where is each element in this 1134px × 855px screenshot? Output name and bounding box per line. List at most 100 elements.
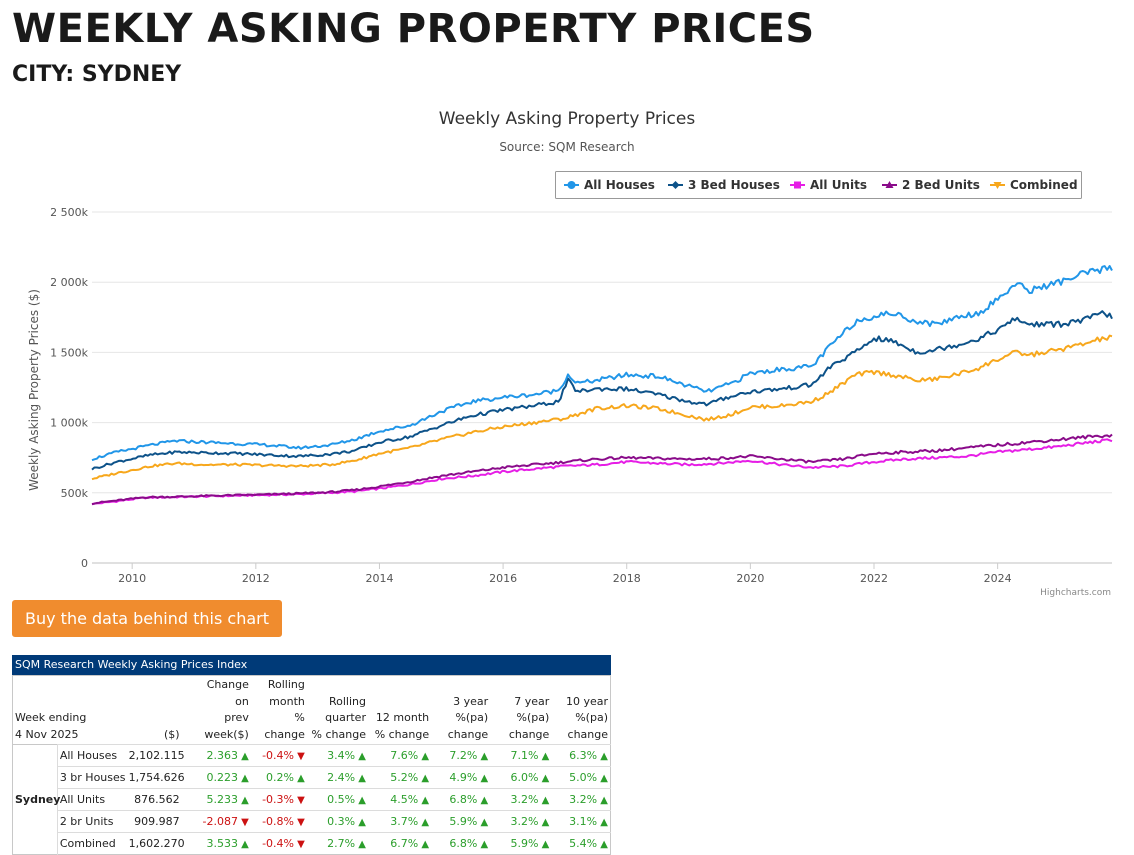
ten-year-value: 5.4% — [569, 837, 598, 850]
legend-item-bed3-houses[interactable]: 3 Bed Houses — [668, 178, 780, 192]
chart-title: Weekly Asking Property Prices — [439, 109, 696, 129]
rolling-month-value: -0.3% — [262, 793, 294, 806]
buy-data-button[interactable]: Buy the data behind this chart — [12, 600, 282, 637]
arrow-up-icon: ▲ — [355, 839, 366, 850]
ten-year-cell: 3.2% ▲ — [551, 788, 611, 811]
city-cell: Sydney — [12, 744, 60, 855]
twelve-month-value: 6.7% — [390, 837, 419, 850]
three-year-value: 5.9% — [449, 815, 478, 828]
arrow-up-icon: ▲ — [538, 839, 550, 850]
arrow-up-icon: ▲ — [597, 839, 608, 850]
change-week-cell: 2.363 ▲ — [181, 744, 251, 767]
rolling-quarter-cell: 0.5% ▲ — [306, 788, 368, 811]
twelve-month-cell: 4.5% ▲ — [367, 788, 432, 811]
arrow-up-icon: ▲ — [597, 795, 608, 806]
seven-year-cell: 5.9% ▲ — [490, 832, 552, 855]
circle-marker-icon — [567, 181, 576, 189]
arrow-up-icon: ▲ — [418, 795, 430, 806]
seven-year-value: 6.0% — [510, 771, 539, 784]
seven-year-cell: 3.2% ▲ — [490, 788, 552, 811]
week-ending-date: 4 Nov 2025 — [15, 727, 79, 741]
rolling-month-cell: -0.4% ▼ — [250, 744, 307, 767]
arrow-up-icon: ▲ — [355, 751, 366, 762]
three-year-value: 6.8% — [449, 837, 478, 850]
ten-year-value: 6.3% — [569, 749, 598, 762]
square-marker-icon — [794, 181, 801, 189]
y-tick-label: 1 500k — [50, 346, 88, 359]
arrow-up-icon: ▲ — [237, 751, 249, 762]
change-week-value: 0.223 — [206, 771, 238, 784]
change-week-value: 3.533 — [206, 837, 238, 850]
table-row: Combined 1,602.270 3.533 ▲ -0.4% ▼ 2.7% ▲ 6.7… — [13, 832, 611, 855]
seven-year-header: 7 year %(pa) change — [508, 694, 550, 741]
legend-item-all-houses[interactable]: All Houses — [564, 178, 655, 192]
series-line-bed2-units[interactable] — [91, 433, 1113, 505]
table-row: All Units 876.562 5.233 ▲ -0.3% ▼ 0.5% ▲ 4.5%… — [13, 788, 611, 811]
change-week-cell: -2.087 ▼ — [181, 810, 251, 833]
chart-legend: All Houses 3 Bed Houses All Units 2 Bed Uni… — [555, 171, 1082, 199]
price-header: ($) — [163, 727, 180, 741]
legend-item-bed2-units[interactable]: 2 Bed Units — [882, 178, 980, 192]
property-type-cell: Combined — [57, 832, 127, 855]
rolling-month-cell: -0.3% ▼ — [250, 788, 307, 811]
price-cell: 2,102.115 — [126, 744, 185, 767]
ten-year-value: 5.0% — [569, 771, 598, 784]
legend-item-combined[interactable]: Combined — [990, 178, 1078, 192]
rolling-month-value: -0.4% — [262, 749, 294, 762]
rolling-quarter-value: 2.4% — [327, 771, 356, 784]
rolling-month-value: 0.2% — [266, 771, 294, 784]
three-year-value: 6.8% — [449, 793, 478, 806]
y-axis-ticks: 0 500k 1 000k 1 500k 2 000k 2 500k — [50, 206, 88, 570]
arrow-up-icon: ▲ — [355, 773, 366, 784]
ten-year-cell: 5.0% ▲ — [551, 766, 611, 789]
table-row: 2 br Units 909.987 -2.087 ▼ -0.8% ▼ 0.3% ▲ 3.… — [13, 810, 611, 833]
series-line-combined[interactable] — [91, 334, 1113, 481]
arrow-up-icon: ▲ — [597, 817, 608, 828]
rolling-quarter-cell: 2.7% ▲ — [306, 832, 368, 855]
seven-year-cell: 3.2% ▲ — [490, 810, 552, 833]
change-week-cell: 3.533 ▲ — [181, 832, 251, 855]
rolling-month-header: Rolling month% change — [264, 678, 305, 741]
price-cell: 1,602.270 — [126, 832, 185, 855]
page-title: WEEKLY ASKING PROPERTY PRICES — [12, 6, 815, 52]
property-type-cell: All Houses — [57, 744, 127, 767]
change-week-header: Change on prev week($) — [204, 678, 249, 741]
series-line-all-houses[interactable] — [91, 265, 1113, 462]
three-year-value: 7.2% — [449, 749, 478, 762]
rolling-quarter-cell: 2.4% ▲ — [306, 766, 368, 789]
twelve-month-cell: 7.6% ▲ — [367, 744, 432, 767]
rolling-quarter-value: 3.4% — [327, 749, 356, 762]
arrow-up-icon: ▲ — [477, 839, 489, 850]
x-tick-label: 2012 — [242, 572, 270, 585]
page-subtitle: CITY: SYDNEY — [12, 62, 182, 87]
arrow-up-icon: ▲ — [418, 751, 430, 762]
arrow-up-icon: ▲ — [477, 795, 489, 806]
rolling-month-cell: -0.4% ▼ — [250, 832, 307, 855]
three-year-cell: 6.8% ▲ — [431, 788, 491, 811]
chart-credits[interactable]: Highcharts.com — [1040, 588, 1111, 598]
ten-year-cell: 5.4% ▲ — [551, 832, 611, 855]
series-line-bed3-houses[interactable] — [91, 310, 1113, 471]
legend-label: 3 Bed Houses — [688, 178, 780, 192]
rolling-month-cell: -0.8% ▼ — [250, 810, 307, 833]
ten-year-value: 3.1% — [569, 815, 598, 828]
arrow-up-icon: ▲ — [237, 839, 249, 850]
rolling-month-value: -0.4% — [262, 837, 294, 850]
arrow-up-icon: ▲ — [293, 773, 305, 784]
rolling-quarter-value: 0.3% — [327, 815, 356, 828]
ten-year-cell: 3.1% ▲ — [551, 810, 611, 833]
arrow-down-icon: ▼ — [293, 817, 305, 828]
diamond-marker-icon — [671, 181, 680, 189]
arrow-up-icon: ▲ — [538, 817, 550, 828]
arrow-up-icon: ▲ — [477, 773, 489, 784]
three-year-cell: 4.9% ▲ — [431, 766, 491, 789]
seven-year-cell: 7.1% ▲ — [490, 744, 552, 767]
x-tick-label: 2020 — [736, 572, 764, 585]
change-week-cell: 0.223 ▲ — [181, 766, 251, 789]
arrow-up-icon: ▲ — [477, 817, 489, 828]
three-year-cell: 6.8% ▲ — [431, 832, 491, 855]
price-cell: 1,754.626 — [126, 766, 185, 789]
arrow-up-icon: ▲ — [538, 795, 550, 806]
x-tick-label: 2024 — [984, 572, 1012, 585]
legend-item-all-units[interactable]: All Units — [790, 178, 867, 192]
